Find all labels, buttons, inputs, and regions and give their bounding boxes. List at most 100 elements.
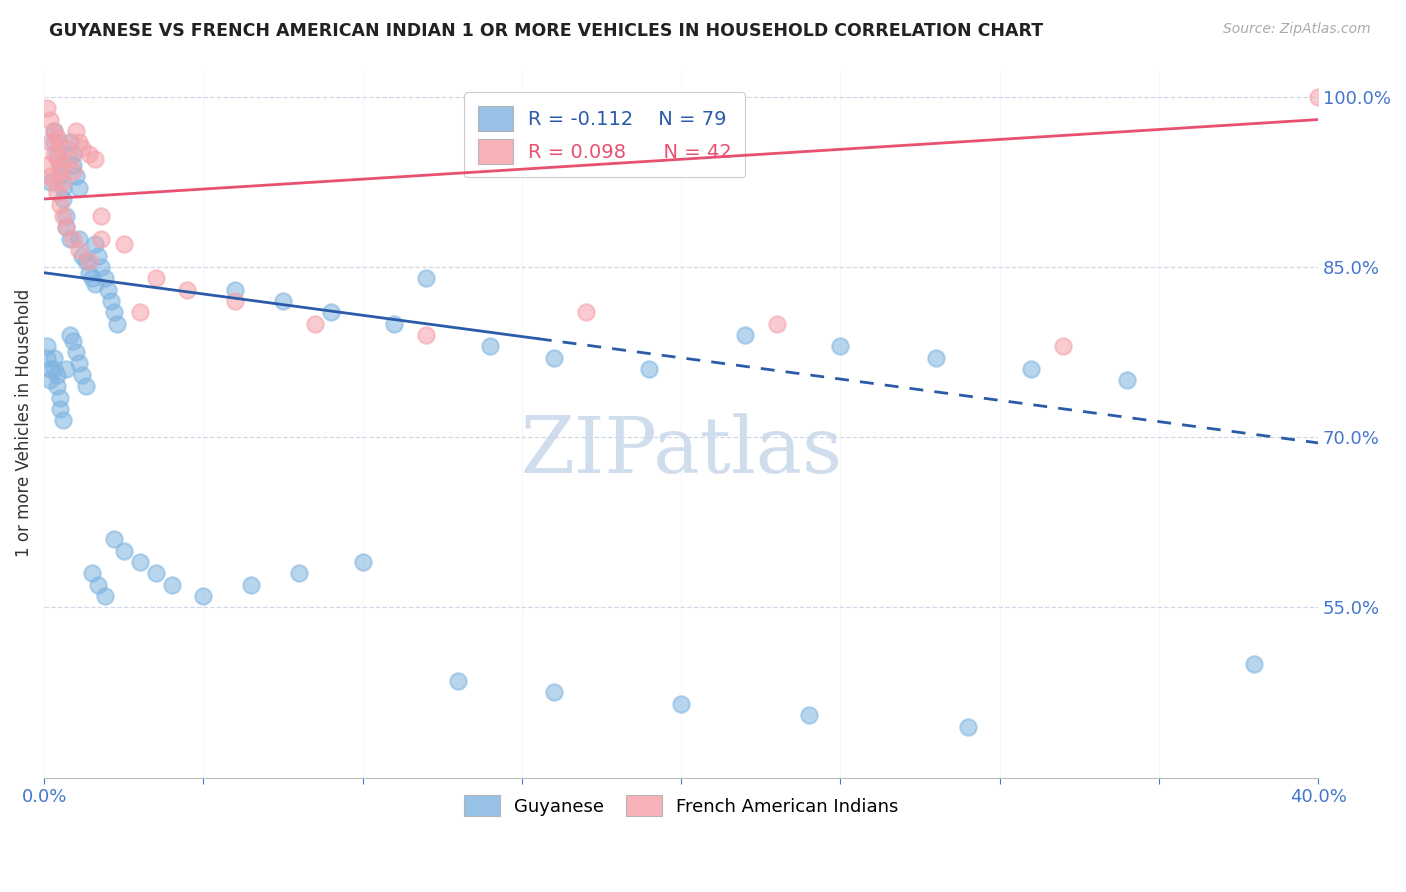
- Point: [55, 220, 77, 235]
- Point: [42, 362, 65, 376]
- Text: ZIPatlas: ZIPatlas: [520, 414, 842, 490]
- Point: [72, 368, 94, 382]
- Point: [80, 566, 103, 581]
- Point: [415, 271, 437, 285]
- Point: [160, 577, 183, 591]
- Point: [37, 339, 59, 353]
- Point: [58, 232, 80, 246]
- Point: [288, 566, 311, 581]
- Point: [128, 555, 150, 569]
- Point: [304, 317, 326, 331]
- Point: [65, 124, 87, 138]
- Point: [65, 345, 87, 359]
- Point: [240, 577, 263, 591]
- Point: [80, 271, 103, 285]
- Point: [49, 401, 72, 416]
- Point: [52, 192, 75, 206]
- Point: [49, 169, 72, 184]
- Point: [67, 356, 90, 370]
- Point: [45, 379, 67, 393]
- Point: [42, 146, 65, 161]
- Point: [62, 158, 84, 172]
- Point: [112, 543, 135, 558]
- Point: [39, 362, 62, 376]
- Point: [37, 158, 59, 172]
- Point: [42, 124, 65, 138]
- Point: [93, 589, 115, 603]
- Point: [42, 124, 65, 138]
- Point: [55, 220, 77, 235]
- Point: [42, 135, 65, 149]
- Point: [224, 294, 246, 309]
- Point: [77, 254, 100, 268]
- Point: [67, 243, 90, 257]
- Point: [103, 533, 125, 547]
- Point: [638, 362, 661, 376]
- Y-axis label: 1 or more Vehicles in Household: 1 or more Vehicles in Household: [15, 289, 32, 558]
- Point: [1116, 374, 1139, 388]
- Point: [55, 362, 77, 376]
- Point: [574, 305, 596, 319]
- Point: [49, 158, 72, 172]
- Point: [1021, 362, 1043, 376]
- Point: [49, 391, 72, 405]
- Point: [42, 351, 65, 365]
- Point: [37, 351, 59, 365]
- Point: [58, 328, 80, 343]
- Point: [319, 305, 342, 319]
- Point: [352, 555, 374, 569]
- Point: [103, 305, 125, 319]
- Point: [39, 135, 62, 149]
- Point: [52, 209, 75, 223]
- Point: [384, 317, 406, 331]
- Point: [105, 317, 128, 331]
- Point: [39, 374, 62, 388]
- Point: [415, 328, 437, 343]
- Point: [55, 141, 77, 155]
- Point: [52, 180, 75, 194]
- Point: [39, 169, 62, 184]
- Point: [77, 146, 100, 161]
- Point: [956, 719, 979, 733]
- Point: [75, 254, 97, 268]
- Point: [45, 368, 67, 382]
- Point: [39, 175, 62, 189]
- Point: [90, 260, 112, 274]
- Point: [67, 135, 90, 149]
- Point: [734, 328, 756, 343]
- Point: [1052, 339, 1074, 353]
- Point: [100, 294, 122, 309]
- Point: [52, 158, 75, 172]
- Point: [93, 271, 115, 285]
- Point: [447, 674, 470, 689]
- Point: [87, 577, 110, 591]
- Point: [67, 232, 90, 246]
- Text: Source: ZipAtlas.com: Source: ZipAtlas.com: [1223, 22, 1371, 37]
- Point: [45, 153, 67, 167]
- Point: [925, 351, 948, 365]
- Point: [128, 305, 150, 319]
- Point: [1308, 90, 1330, 104]
- Point: [543, 685, 565, 699]
- Point: [830, 339, 852, 353]
- Point: [797, 708, 820, 723]
- Point: [62, 334, 84, 348]
- Point: [176, 283, 198, 297]
- Point: [193, 589, 215, 603]
- Point: [543, 351, 565, 365]
- Point: [224, 283, 246, 297]
- Point: [97, 283, 120, 297]
- Point: [55, 209, 77, 223]
- Point: [62, 232, 84, 246]
- Point: [72, 249, 94, 263]
- Point: [49, 163, 72, 178]
- Point: [1243, 657, 1265, 672]
- Point: [39, 112, 62, 127]
- Point: [145, 271, 167, 285]
- Point: [84, 153, 107, 167]
- Point: [62, 146, 84, 161]
- Point: [72, 141, 94, 155]
- Point: [58, 153, 80, 167]
- Point: [84, 237, 107, 252]
- Point: [84, 277, 107, 291]
